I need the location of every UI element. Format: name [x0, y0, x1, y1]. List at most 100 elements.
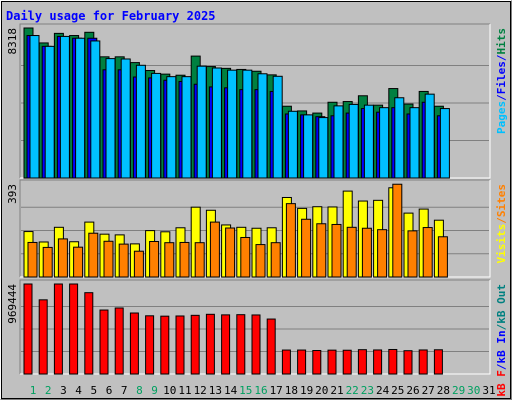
x-tick-label-day-24: 24: [376, 384, 390, 397]
x-tick-label-day-21: 21: [330, 384, 343, 397]
x-tick-label-day-9: 9: [151, 384, 158, 397]
bar-kb-f-day-17: [266, 318, 276, 375]
bar-pages-day-3: [59, 35, 70, 179]
legend-entry: /: [495, 363, 508, 370]
bar-kb-f-day-21: [327, 349, 337, 375]
bar-sites-day-25: [392, 183, 403, 278]
bar-pages-day-20: [318, 117, 329, 179]
panel-2-legend: Visits/Sites: [495, 184, 508, 264]
bar-pages-day-5: [90, 40, 101, 179]
bar-pages-day-4: [75, 37, 86, 179]
bar-sites-day-16: [255, 244, 266, 278]
bar-pages-day-1: [29, 35, 40, 179]
bar-pages-day-19: [303, 114, 314, 179]
panel-1-y-max-label: 8318: [6, 28, 19, 55]
x-tick-label-day-28: 28: [437, 384, 450, 397]
bar-kb-f-day-10: [160, 315, 170, 375]
bar-kb-f-day-27: [418, 349, 428, 375]
x-tick-label-day-6: 6: [106, 384, 113, 397]
x-tick-label-day-15: 15: [239, 384, 252, 397]
legend-entry: /: [495, 217, 508, 224]
bar-kb-f-day-18: [281, 349, 291, 375]
x-tick-label-day-10: 10: [163, 384, 176, 397]
bar-sites-day-17: [270, 242, 281, 278]
bar-pages-day-12: [196, 65, 207, 179]
bar-kb-f-day-19: [297, 349, 307, 375]
bar-kb-f-day-5: [84, 292, 94, 375]
legend-entry: Visits: [495, 224, 508, 264]
legend-entry: Sites: [495, 184, 508, 217]
bar-kb-f-day-26: [403, 350, 413, 375]
bar-pages-day-26: [409, 107, 420, 179]
x-tick-label-day-22: 22: [346, 384, 359, 397]
panel-3-legend: kB F/kB In/kB Out: [495, 284, 508, 397]
bar-sites-day-11: [179, 241, 190, 278]
bar-pages-day-25: [394, 97, 405, 179]
bar-pages-day-7: [120, 58, 131, 179]
bar-sites-day-9: [149, 241, 160, 278]
x-tick-label-day-7: 7: [121, 384, 128, 397]
x-tick-label-day-2: 2: [45, 384, 52, 397]
panel-1-legend: Pages/Files/Hits: [495, 28, 508, 134]
bar-sites-day-2: [42, 246, 53, 278]
bar-kb-f-day-14: [221, 314, 231, 375]
x-tick-label-day-11: 11: [178, 384, 191, 397]
bar-kb-f-day-8: [129, 312, 139, 375]
panel-3-y-max-label: 969444: [6, 284, 19, 324]
x-tick-label-day-31: 31: [482, 384, 495, 397]
x-tick-label-day-3: 3: [60, 384, 67, 397]
bar-sites-day-26: [407, 230, 418, 278]
bar-sites-day-18: [285, 203, 296, 278]
x-tick-label-day-19: 19: [300, 384, 313, 397]
panel-3-shadow-edge: [19, 279, 490, 374]
bar-pages-day-28: [439, 108, 450, 179]
legend-entry: /: [495, 54, 508, 61]
legend-entry: kB Out: [495, 284, 508, 324]
bar-sites-day-4: [73, 246, 84, 278]
bar-pages-day-18: [287, 110, 298, 179]
bar-kb-f-day-23: [357, 349, 367, 375]
x-tick-label-day-25: 25: [391, 384, 404, 397]
bar-pages-day-13: [211, 67, 222, 179]
bar-sites-day-8: [133, 250, 144, 278]
bar-pages-day-22: [348, 103, 359, 179]
panel-1-shadow-edge: [19, 23, 490, 178]
bar-pages-day-27: [424, 93, 435, 179]
bar-pages-day-9: [151, 72, 162, 179]
x-tick-label-day-1: 1: [30, 384, 37, 397]
bar-sites-day-28: [437, 236, 448, 278]
panel-2-y-max-label: 393: [6, 184, 19, 204]
panel-2-shadow-edge: [19, 179, 490, 277]
bar-pages-day-14: [227, 69, 238, 179]
bar-pages-day-8: [135, 64, 146, 179]
bar-sites-day-15: [240, 236, 251, 278]
bar-kb-f-day-6: [99, 309, 109, 375]
x-tick-label-day-30: 30: [467, 384, 480, 397]
bar-pages-day-16: [257, 73, 268, 179]
bar-kb-f-day-24: [373, 349, 383, 375]
frame-border: [1, 1, 511, 399]
chart-title: Daily usage for February 2025: [6, 9, 216, 23]
bar-kb-f-day-25: [388, 348, 398, 375]
bar-sites-day-20: [316, 223, 327, 278]
bar-pages-day-21: [333, 105, 344, 179]
bar-kb-f-day-16: [251, 314, 261, 375]
x-tick-label-day-17: 17: [270, 384, 283, 397]
legend-entry: Hits: [495, 28, 508, 55]
bar-sites-day-13: [209, 221, 220, 278]
bar-pages-day-15: [242, 69, 253, 179]
x-tick-label-day-23: 23: [361, 384, 374, 397]
bar-kb-f-day-7: [114, 307, 124, 375]
bar-kb-f-day-11: [175, 315, 185, 375]
bar-kb-f-day-22: [342, 349, 352, 375]
bar-sites-day-7: [118, 243, 129, 278]
bar-sites-day-23: [361, 227, 372, 278]
x-tick-label-day-27: 27: [422, 384, 435, 397]
x-tick-label-day-4: 4: [75, 384, 82, 397]
x-tick-label-day-5: 5: [90, 384, 97, 397]
bar-sites-day-1: [27, 241, 38, 278]
legend-entry: Files: [495, 61, 508, 94]
bar-sites-day-24: [377, 229, 388, 278]
bar-sites-day-27: [422, 227, 433, 278]
